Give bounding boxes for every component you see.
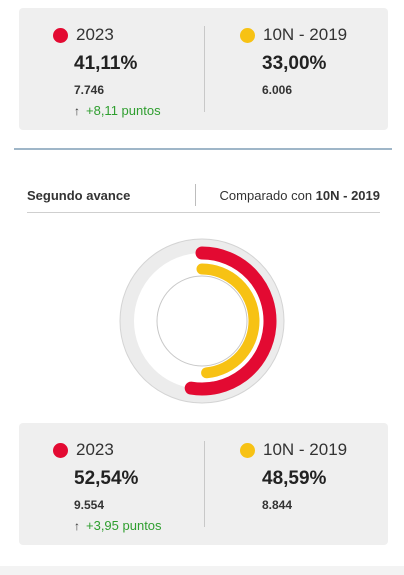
yellow-dot-icon xyxy=(240,27,255,43)
count-value: 6.006 xyxy=(262,83,293,97)
arrow-up-icon: ↑ xyxy=(74,518,80,533)
legend-2019: 10N - 2019 xyxy=(240,440,347,460)
section-separator xyxy=(14,148,392,150)
participation-donut-chart xyxy=(119,238,285,404)
percentage-value: 48,59% xyxy=(262,468,327,489)
red-dot-icon xyxy=(53,442,68,458)
summary-card-second: 2023 52,54% 9.554 ↑ +3,95 puntos 10N - 2… xyxy=(19,423,388,545)
donut-outer-track xyxy=(120,239,284,403)
percentage-value: 41,11% xyxy=(74,53,138,74)
red-dot-icon xyxy=(53,27,68,43)
next-section-edge xyxy=(0,566,404,575)
donut-inner-track-edge xyxy=(156,275,248,367)
section-title: Segundo avance xyxy=(27,188,131,203)
percentage-value: 33,00% xyxy=(262,53,327,74)
count-value: 7.746 xyxy=(74,83,105,97)
donut-arcs xyxy=(184,246,277,396)
legend-label: 2023 xyxy=(76,25,114,44)
count-value: 8.844 xyxy=(262,498,293,512)
card-divider xyxy=(204,441,205,527)
count-value: 9.554 xyxy=(74,498,105,512)
legend-label: 2023 xyxy=(76,440,114,459)
legend-2023: 2023 xyxy=(53,440,114,460)
compare-label: Comparado con 10N - 2019 xyxy=(220,188,380,203)
donut-arc-2019 xyxy=(196,263,260,379)
donut-arc-2023 xyxy=(184,246,277,396)
delta-value: +8,11 puntos xyxy=(86,103,161,118)
delta-value: +3,95 puntos xyxy=(86,518,162,533)
delta-indicator: ↑ +3,95 puntos xyxy=(74,518,162,533)
donut-outer-track-edge xyxy=(119,238,285,404)
compare-prefix: Comparado con xyxy=(219,188,313,203)
legend-2023: 2023 xyxy=(53,25,114,45)
legend-2019: 10N - 2019 xyxy=(240,25,347,45)
legend-label: 10N - 2019 xyxy=(263,440,348,459)
delta-indicator: ↑ +8,11 puntos xyxy=(74,103,161,118)
percentage-value: 52,54% xyxy=(74,468,139,489)
legend-label: 10N - 2019 xyxy=(263,25,348,44)
yellow-dot-icon xyxy=(240,442,255,458)
summary-card-first: 2023 41,11% 7.746 ↑ +8,11 puntos 10N - 2… xyxy=(19,8,388,130)
header-divider xyxy=(195,184,196,206)
card-divider xyxy=(204,26,205,112)
compare-target: 10N - 2019 xyxy=(315,188,380,203)
arrow-up-icon: ↑ xyxy=(74,103,80,118)
section-header: Segundo avance Comparado con 10N - 2019 xyxy=(27,184,380,213)
